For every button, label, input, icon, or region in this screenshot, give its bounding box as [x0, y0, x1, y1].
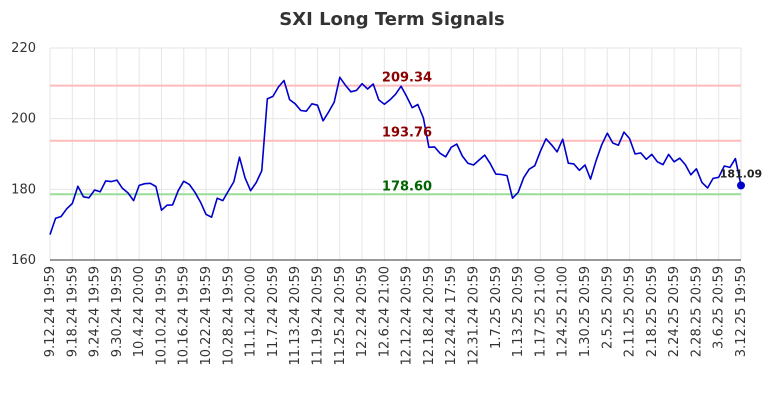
- x-tick-label: 1.24.25 21:00: [556, 266, 571, 357]
- x-tick-label: 2.18.25 20:59: [645, 266, 660, 357]
- x-tick-label: 9.18.24 19:59: [65, 266, 80, 357]
- last-value-label: 181.09: [720, 167, 762, 180]
- x-tick-label: 12.12.24 20:59: [400, 266, 415, 366]
- y-tick-label: 180: [11, 182, 36, 197]
- x-tick-label: 3.6.25 20:59: [712, 266, 727, 349]
- labels: 209.34 193.76 178.60 181.09: [382, 71, 762, 195]
- x-tick-label: 1.30.25 20:59: [578, 266, 593, 357]
- y-tick-label: 160: [11, 253, 36, 268]
- x-tick-label: 9.30.24 19:59: [110, 266, 125, 357]
- last-value-point: [737, 181, 745, 190]
- x-tick-label: 3.12.25 19:59: [734, 266, 749, 357]
- reference-lines: [50, 84, 741, 196]
- x-tick-label: 2.11.25 20:59: [623, 266, 638, 357]
- x-tick-label: 11.13.24 20:59: [288, 266, 303, 366]
- reference-line-label: 178.60: [382, 179, 432, 194]
- chart-title: SXI Long Term Signals: [279, 9, 504, 30]
- reference-line-label: 209.34: [382, 71, 432, 86]
- x-tick-label: 12.6.24 21:00: [377, 266, 392, 357]
- x-tick-label: 11.25.24 20:59: [333, 266, 348, 366]
- x-tick-label: 1.7.25 20:59: [489, 266, 504, 349]
- axes: 160 180 200 220 9.12.24 19:59 9.18.24 19:59 9.…: [11, 41, 749, 366]
- x-tick-label: 10.4.24 20:00: [132, 266, 147, 357]
- x-tick-label: 11.7.24 20:59: [266, 266, 281, 357]
- grid: [49, 47, 742, 261]
- x-tick-label: 11.19.24 20:59: [310, 266, 325, 366]
- x-tick-label: 12.18.24 20:59: [422, 266, 437, 366]
- x-tick-label: 10.28.24 19:59: [221, 266, 236, 366]
- reference-line-label: 193.76: [382, 126, 432, 141]
- price-line: [49, 76, 742, 235]
- x-tick-label: 2.24.25 20:59: [667, 266, 682, 357]
- x-tick-label: 12.31.24 20:59: [467, 266, 482, 366]
- y-tick-label: 200: [11, 112, 36, 127]
- x-tick-label: 9.12.24 19:59: [43, 266, 58, 357]
- series: [49, 76, 745, 235]
- x-tick-label: 12.24.24 17:59: [444, 266, 459, 366]
- x-tick-label: 12.2.24 20:59: [355, 266, 370, 357]
- x-tick-label: 10.16.24 19:59: [177, 266, 192, 366]
- x-tick-label: 1.17.25 21:00: [533, 266, 548, 357]
- x-tick-label: 10.10.24 19:59: [154, 266, 169, 366]
- x-tick-label: 2.5.25 20:59: [600, 266, 615, 349]
- x-tick-label: 2.28.25 20:59: [689, 266, 704, 357]
- x-tick-label: 9.24.24 19:59: [88, 266, 103, 357]
- y-tick-label: 220: [11, 41, 36, 56]
- x-tick-label: 1.13.25 20:59: [511, 266, 526, 357]
- x-tick-label: 11.1.24 20:00: [244, 266, 259, 357]
- x-tick-label: 10.22.24 19:59: [199, 266, 214, 366]
